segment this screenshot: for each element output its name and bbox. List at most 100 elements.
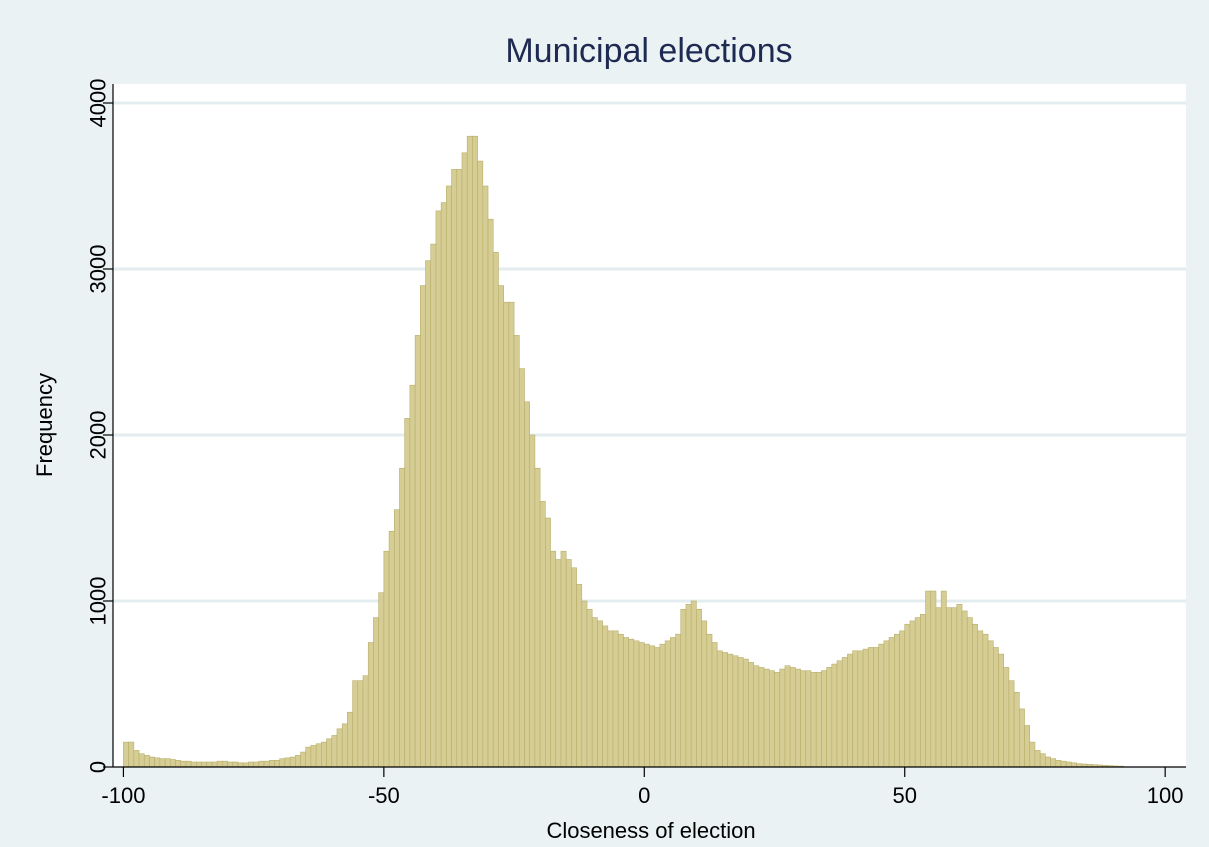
histogram-bar (305, 746, 312, 768)
histogram-bar (571, 567, 577, 768)
histogram-bar (430, 243, 437, 768)
histogram-bar (800, 670, 807, 768)
histogram-bar (258, 760, 265, 768)
histogram-bar (347, 711, 353, 768)
histogram-bar (815, 672, 822, 768)
histogram-bar (576, 584, 583, 768)
histogram-bar (310, 745, 317, 768)
histogram-bar (956, 604, 963, 768)
histogram-bar (300, 751, 307, 768)
y-ticks: 0 1000 2000 3000 4000 (86, 79, 113, 773)
histogram-bar (513, 335, 520, 768)
histogram-bar (617, 633, 624, 768)
histogram-bar (404, 418, 411, 768)
histogram-bar (466, 135, 473, 768)
histogram-bar (623, 637, 629, 768)
histogram-bar (268, 760, 275, 768)
histogram-bar (560, 550, 567, 768)
histogram-bar (461, 152, 468, 768)
histogram-bar (446, 185, 452, 768)
histogram-bar (753, 665, 760, 768)
axes (112, 84, 1186, 768)
histogram-bar (659, 643, 666, 768)
histogram-bar (940, 590, 947, 768)
histogram-bar (805, 670, 812, 768)
histogram-bar (987, 640, 994, 768)
histogram-bar (133, 750, 140, 768)
histogram-bar (982, 633, 989, 768)
histogram-bar (477, 160, 484, 768)
histogram-bar (638, 642, 645, 768)
histogram-bar (680, 608, 687, 768)
histogram-bar (1019, 708, 1025, 768)
histogram-bar (331, 735, 338, 768)
histogram-bar (930, 590, 937, 768)
histogram-bar (420, 285, 426, 768)
histogram-bar (654, 647, 661, 768)
histogram-bar (909, 620, 916, 768)
histogram-bar (914, 617, 921, 768)
histogram-bar (373, 617, 379, 768)
histogram-bar (425, 260, 432, 768)
histogram-bar (737, 657, 744, 768)
histogram-bar (1003, 667, 1010, 768)
y-tick-label: 3000 (86, 245, 111, 294)
histogram-bar (1034, 750, 1041, 768)
histogram-bar (440, 202, 447, 768)
histogram-bar (367, 642, 374, 768)
histogram-bar (284, 757, 291, 768)
histogram-bar (242, 762, 249, 768)
histogram-bar (227, 761, 234, 768)
histogram-bar (326, 738, 333, 768)
histogram-bar (1024, 725, 1031, 768)
histogram-bar (992, 647, 999, 768)
x-ticks: -100 -50 0 50 100 (101, 767, 1184, 808)
histogram-bar (237, 762, 244, 768)
histogram-bar (138, 753, 145, 768)
histogram-bar (591, 617, 598, 768)
histogram-bar (675, 633, 682, 768)
y-tick-label: 0 (86, 761, 111, 773)
histogram-bar (274, 760, 280, 768)
histogram-bar (1029, 741, 1036, 768)
histogram-bar (128, 741, 135, 768)
histogram-bar (701, 620, 708, 768)
histogram-bar (388, 530, 395, 768)
histogram-bar (393, 509, 400, 768)
histogram-bar (175, 760, 182, 768)
histogram-bar (503, 301, 510, 768)
histogram-bar (206, 761, 213, 768)
histogram-bar (529, 434, 536, 768)
histogram-bar (492, 252, 499, 768)
histogram-bar (670, 637, 676, 768)
histogram-bar (821, 670, 827, 768)
histogram-bar (1060, 760, 1067, 768)
histogram-bar (727, 653, 734, 768)
histogram-bar (185, 760, 192, 768)
histogram-bar (321, 741, 327, 768)
histogram-bar (758, 667, 765, 768)
x-axis-title: Closeness of election (546, 818, 755, 843)
histogram-bar (873, 647, 879, 768)
histogram-bar (951, 607, 958, 768)
histogram-bar (774, 672, 781, 768)
histogram-bar (201, 761, 208, 768)
histogram-bar (711, 642, 718, 768)
histogram-bar (894, 633, 900, 768)
histogram-bar (315, 743, 322, 768)
histogram-bar (248, 761, 254, 768)
x-tick-label: -100 (101, 783, 145, 808)
histogram-bar (769, 670, 775, 768)
histogram-bar (164, 758, 171, 768)
histogram-bar (966, 617, 973, 768)
histogram-bar (482, 185, 489, 768)
histogram-bar (633, 640, 640, 768)
histogram-bar (451, 169, 458, 768)
histogram-bar (565, 559, 572, 768)
histogram-bar (763, 668, 770, 768)
histogram-bar (602, 625, 609, 768)
histogram-bar (545, 517, 551, 768)
histogram-bar (878, 643, 885, 768)
histogram-bar (409, 384, 416, 768)
bars (123, 135, 1124, 768)
